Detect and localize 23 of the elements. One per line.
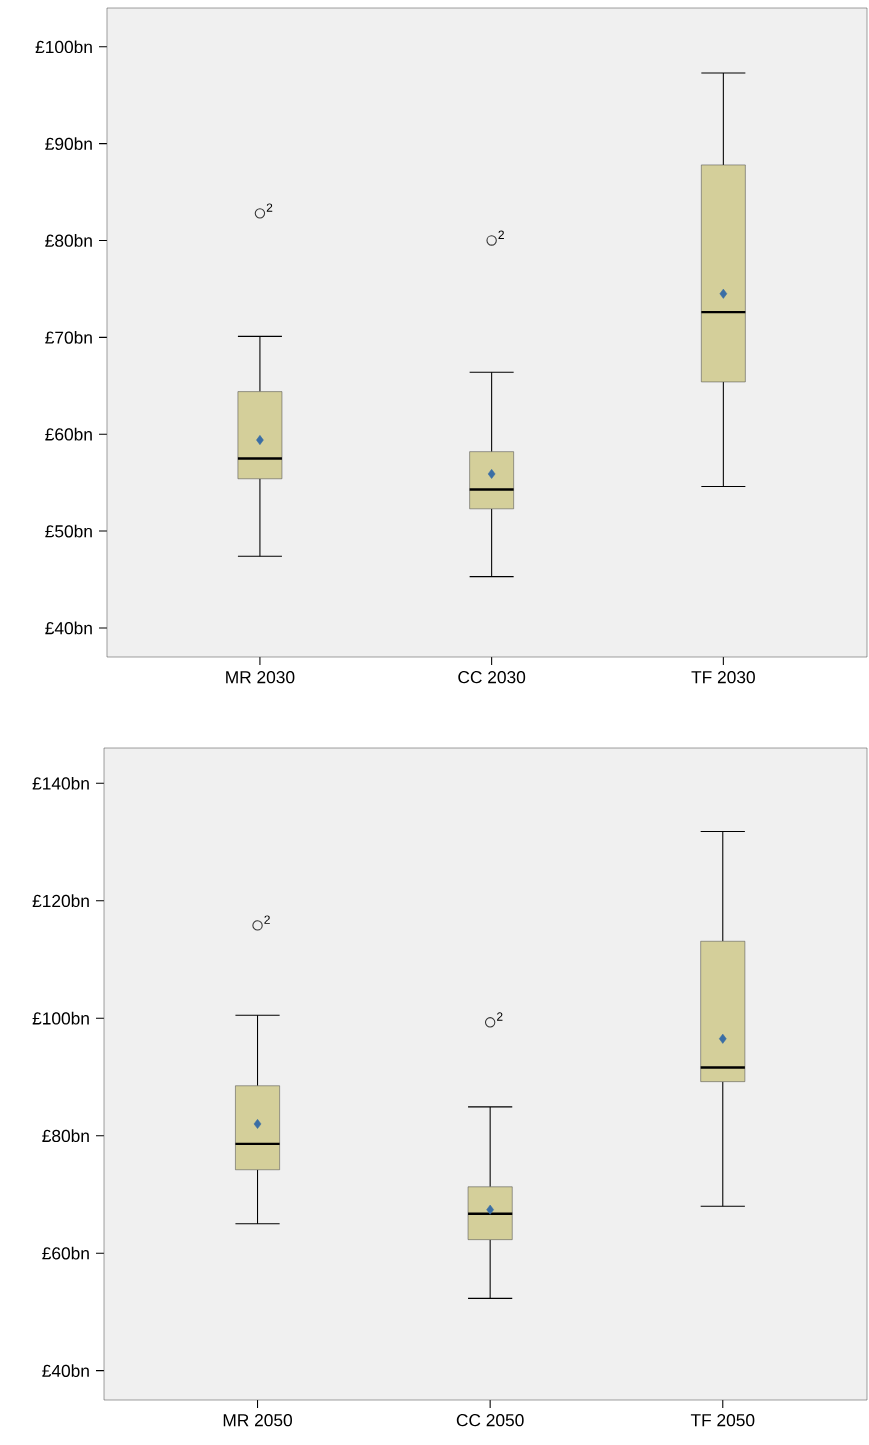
annotation: 2	[497, 1012, 503, 1021]
y-tick-label: £60bn	[45, 427, 92, 441]
y-tick-label: £80bn	[42, 1129, 89, 1143]
annotation: 2	[266, 203, 273, 212]
y-tick-label: £100bn	[35, 40, 92, 54]
y-tick-label: £60bn	[42, 1246, 89, 1260]
x-tick-label: CC 2050	[456, 1414, 524, 1427]
y-tick-label: £70bn	[45, 330, 92, 344]
y-tick-label: £50bn	[45, 524, 92, 538]
y-tick-label: £80bn	[45, 234, 92, 247]
annotation: 2	[498, 230, 504, 239]
x-tick-label: CC 2030	[458, 671, 526, 684]
x-tick-label: MR 2030	[226, 671, 295, 684]
y-tick-label: £40bn	[42, 1364, 89, 1378]
y-tick-label: £40bn	[45, 621, 92, 635]
x-tick-label: TF 2050	[690, 1414, 755, 1427]
annotation: 2	[264, 915, 270, 924]
x-tick-label: MR 2050	[223, 1414, 292, 1427]
y-tick-label: £100bn	[32, 1011, 89, 1025]
x-tick-label: TF 2030	[691, 671, 755, 684]
y-tick-label: £140bn	[32, 776, 89, 790]
y-tick-label: £120bn	[32, 894, 89, 908]
y-tick-label: £90bn	[45, 137, 92, 150]
